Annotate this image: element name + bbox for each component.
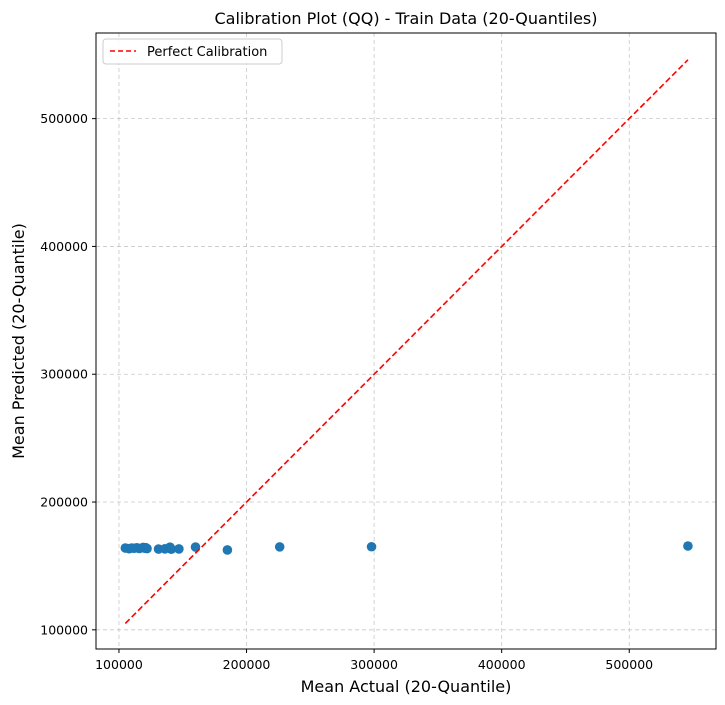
legend-box [102, 38, 283, 65]
x-tick-label: 400000 [478, 657, 526, 672]
plot-frame [95, 32, 717, 650]
legend-label-perfect-calibration: Perfect Calibration [147, 45, 267, 60]
grid [96, 33, 716, 649]
x-axis-title: Mean Actual (20-Quantile) [301, 677, 512, 696]
data-point [366, 541, 377, 552]
perfect-calibration-line [124, 59, 689, 625]
axis-ticks: 100000 200000 300000 400000 500000 100000 2000… [40, 111, 653, 672]
x-tick-label: 100000 [95, 657, 143, 672]
data-point [274, 542, 285, 552]
data-point [190, 542, 201, 552]
plot-data [120, 59, 693, 625]
x-tick-label: 500000 [605, 657, 653, 672]
y-tick-label: 300000 [40, 367, 88, 382]
data-point [142, 543, 152, 554]
data-point [166, 544, 177, 554]
y-tick-label: 100000 [40, 622, 88, 637]
data-point [222, 545, 233, 555]
x-tick-label: 300000 [350, 657, 398, 672]
y-tick-label: 500000 [40, 111, 88, 126]
chart-title: Calibration Plot (QQ) - Train Data (20-Q… [215, 9, 598, 28]
legend: Perfect Calibration [102, 38, 283, 65]
data-point [683, 541, 693, 551]
y-axis-title: Mean Predicted (20-Quantile) [9, 223, 28, 459]
data-point [174, 544, 184, 554]
y-tick-label: 400000 [40, 239, 88, 254]
x-tick-label: 200000 [223, 657, 271, 672]
y-tick-label: 200000 [40, 495, 88, 510]
